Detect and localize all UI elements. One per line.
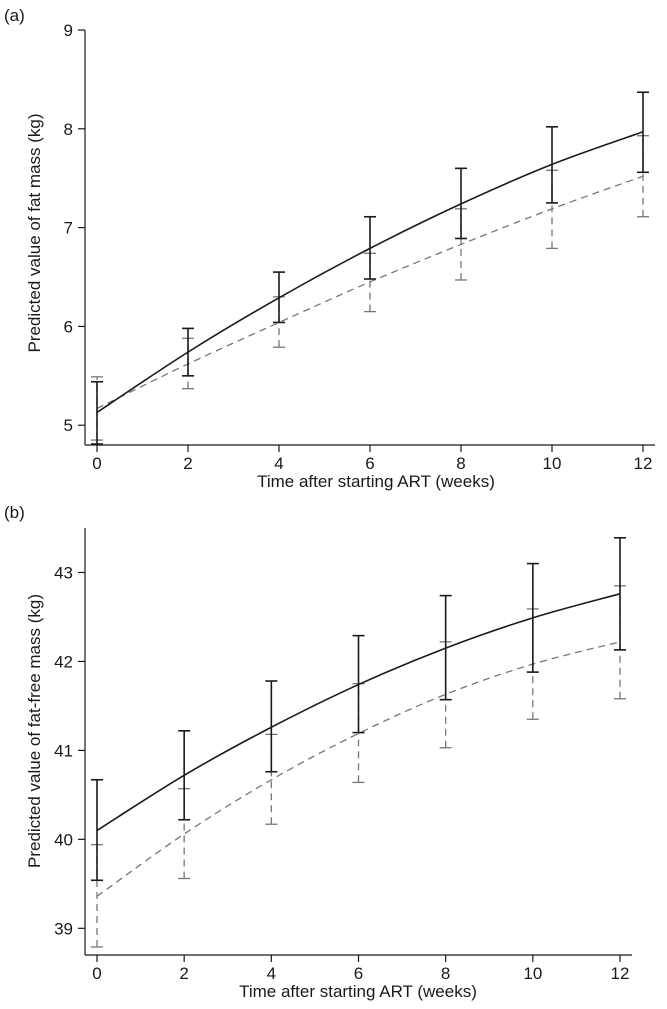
panel-label: (a) bbox=[4, 6, 25, 25]
x-tick-label: 2 bbox=[183, 454, 192, 473]
x-tick-label: 10 bbox=[523, 964, 542, 983]
y-tick-label: 40 bbox=[54, 830, 73, 849]
series-line bbox=[96, 175, 644, 410]
y-tick-label: 8 bbox=[64, 120, 73, 139]
plot-area: 5 6 7 8 9 0 2 4 6 8 10 12 bbox=[64, 21, 655, 473]
y-tick-label: 41 bbox=[54, 741, 73, 760]
x-tick-label: 8 bbox=[456, 454, 465, 473]
x-tick-label: 4 bbox=[274, 454, 283, 473]
y-tick-label: 39 bbox=[54, 919, 73, 938]
y-tick-label: 43 bbox=[54, 563, 73, 582]
plot-area: 39 40 41 42 43 0 2 4 6 8 10 12 bbox=[54, 528, 632, 983]
x-tick-label: 0 bbox=[92, 964, 101, 983]
series-line bbox=[96, 593, 621, 832]
series-solid bbox=[91, 91, 649, 445]
panel-label: (b) bbox=[4, 503, 25, 522]
x-tick-label: 12 bbox=[634, 454, 653, 473]
x-axis-title: Time after starting ART (weeks) bbox=[239, 982, 477, 1001]
x-tick-label: 6 bbox=[365, 454, 374, 473]
x-tick-label: 4 bbox=[267, 964, 276, 983]
x-tick-label: 6 bbox=[354, 964, 363, 983]
panel-a: (a) Predicted value of fat mass (kg) Tim… bbox=[4, 6, 655, 491]
x-tick-label: 12 bbox=[611, 964, 630, 983]
series-line bbox=[96, 131, 644, 414]
x-axis-title: Time after starting ART (weeks) bbox=[257, 472, 495, 491]
panel-b: (b) Predicted value of fat-free mass (kg… bbox=[4, 503, 632, 1001]
y-axis-title: Predicted value of fat mass (kg) bbox=[25, 113, 44, 352]
x-tick-label: 10 bbox=[543, 454, 562, 473]
y-tick-label: 5 bbox=[64, 416, 73, 435]
x-tick-label: 8 bbox=[441, 964, 450, 983]
y-tick-label: 7 bbox=[64, 219, 73, 238]
x-tick-label: 0 bbox=[92, 454, 101, 473]
y-tick-label: 6 bbox=[64, 317, 73, 336]
x-tick-label: 2 bbox=[179, 964, 188, 983]
y-tick-label: 42 bbox=[54, 652, 73, 671]
y-tick-label: 9 bbox=[64, 21, 73, 40]
series-solid bbox=[91, 536, 626, 882]
y-axis-title: Predicted value of fat-free mass (kg) bbox=[25, 594, 44, 868]
series-dashed bbox=[91, 135, 649, 441]
